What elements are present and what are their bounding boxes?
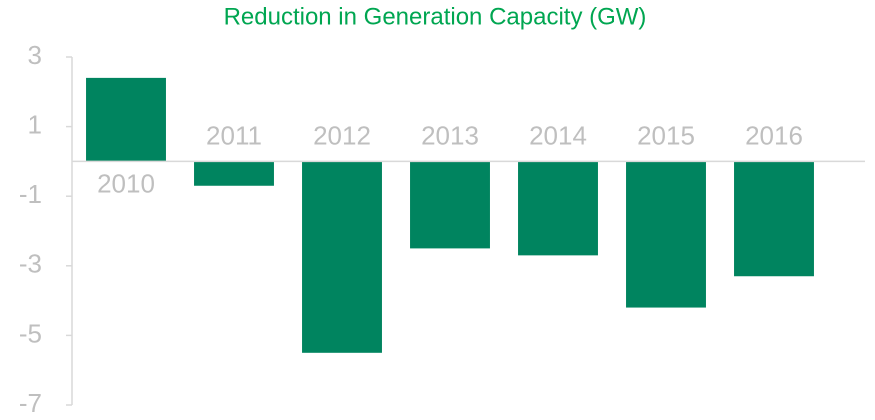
x-tick-label: 2015 <box>637 120 695 150</box>
x-tick-label: 2011 <box>206 120 262 150</box>
x-tick-label: 2010 <box>97 168 155 198</box>
chart-title: Reduction in Generation Capacity (GW) <box>224 3 647 30</box>
bar <box>626 161 706 308</box>
bar <box>302 161 382 353</box>
y-tick-label: -1 <box>19 179 42 209</box>
x-tick-label: 2012 <box>313 120 371 150</box>
y-tick-label: 3 <box>28 40 42 70</box>
bar <box>86 77 166 162</box>
bar <box>194 161 274 186</box>
bar <box>410 161 490 249</box>
bar <box>734 161 814 277</box>
x-tick-label: 2013 <box>421 120 479 150</box>
x-tick-label: 2016 <box>745 120 803 150</box>
bar <box>518 161 598 256</box>
y-tick-label: -5 <box>19 318 42 348</box>
x-tick-label: 2014 <box>529 120 587 150</box>
y-tick-label: -3 <box>19 249 42 279</box>
y-tick-label: 1 <box>28 109 42 139</box>
y-tick-label: -7 <box>19 388 42 418</box>
